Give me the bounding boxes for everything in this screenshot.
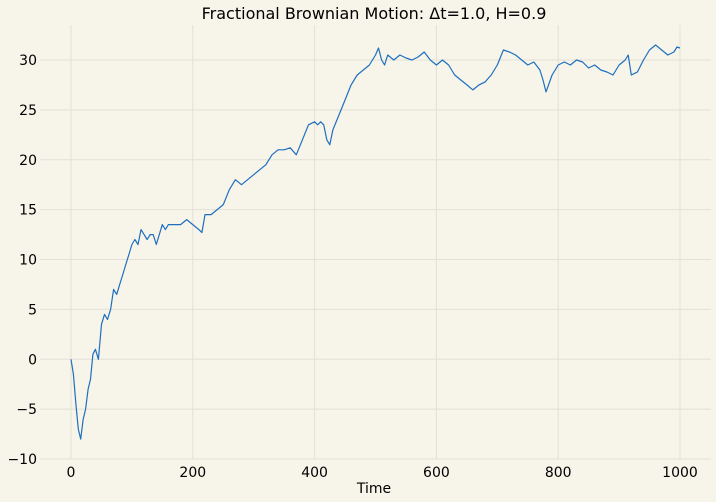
x-tick-label: 400 [301,465,328,481]
chart-title: Fractional Brownian Motion: Δt=1.0, H=0.… [202,4,547,23]
x-tick-label: 800 [545,465,572,481]
x-tick-label: 200 [179,465,206,481]
y-tick-label: 25 [19,103,37,119]
fbm-series-line [70,44,681,440]
grid-lines [40,25,711,460]
y-tick-label: 10 [19,253,37,269]
y-tick-label: −5 [16,402,37,418]
x-tick-label: 600 [423,465,450,481]
x-tick-label: 0 [67,465,76,481]
x-axis-label: Time [356,481,391,497]
y-tick-label: 30 [19,53,37,69]
y-tick-label: 15 [19,203,37,219]
y-tick-label: 5 [28,302,37,318]
series-layer [70,44,681,440]
x-tick-label: 1000 [662,465,698,481]
y-tick-label: 20 [19,153,37,169]
tick-labels: 0 200 400 600 800 1000 −10 −5 0 5 10 15 20 25 30 [7,53,697,481]
y-tick-label: 0 [28,352,37,368]
y-tick-label: −10 [7,452,37,468]
